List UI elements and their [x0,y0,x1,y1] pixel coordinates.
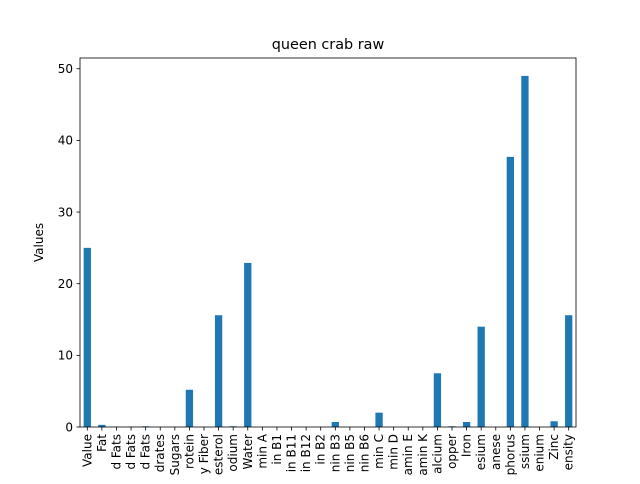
bar [521,76,528,427]
x-tick-label: d Fats [124,434,138,470]
x-tick-label: ssium [518,434,532,469]
x-tick-label: nin B6 [357,434,371,472]
x-tick-label: esium [474,434,488,470]
y-tick-label: 20 [58,277,73,291]
bar [565,315,572,427]
bar [375,413,382,427]
chart-title: queen crab raw [272,37,385,53]
x-tick-label: Sugars [168,434,182,475]
x-tick-label: in B2 [314,434,328,465]
x-tick-label: min C [372,434,386,469]
y-tick-label: 30 [58,205,73,219]
x-tick-label: nin B5 [343,434,357,472]
x-tick-label: Water [241,434,255,470]
x-tick-label: amin K [416,433,430,476]
x-tick-label: enium [533,434,547,472]
bar [244,263,251,427]
x-tick-label: Iron [460,434,474,457]
bar [478,327,485,427]
x-tick-label: esterol [212,434,226,475]
bar [507,157,514,427]
x-tick-label: amin E [401,434,415,475]
x-tick-label: in B12 [299,434,313,472]
x-tick-label: Zinc [547,434,561,460]
x-tick-label: drates [153,434,167,472]
x-tick-label: in B11 [285,434,299,472]
x-tick-label: min A [255,433,269,468]
y-tick-label: 10 [58,349,73,363]
x-tick-label: min D [387,434,401,470]
y-tick-label: 40 [58,134,73,148]
bar [550,421,557,427]
y-tick-label: 0 [65,420,73,434]
bar [215,315,222,427]
x-tick-label: alcium [430,434,444,474]
x-tick-label: odium [226,434,240,472]
bar [332,422,339,427]
bar [434,373,441,427]
y-tick-label: 50 [58,62,73,76]
x-tick-label: y Fiber [197,434,211,474]
x-tick-label: Value [80,434,94,467]
x-tick-label: rotein [182,434,196,469]
x-tick-label: d Fats [139,434,153,470]
x-tick-label: in B1 [270,434,284,465]
y-axis-label: Values [32,223,46,262]
x-tick-label: opper [445,434,459,469]
x-tick-label: ensity [562,434,576,470]
bar [186,390,193,427]
bar [463,422,470,427]
x-tick-label: nin B3 [328,434,342,472]
bar [84,248,91,427]
x-tick-label: phorus [503,434,517,475]
x-tick-label: d Fats [109,434,123,470]
x-tick-label: anese [489,434,503,470]
x-tick-label: Fat [95,434,109,452]
